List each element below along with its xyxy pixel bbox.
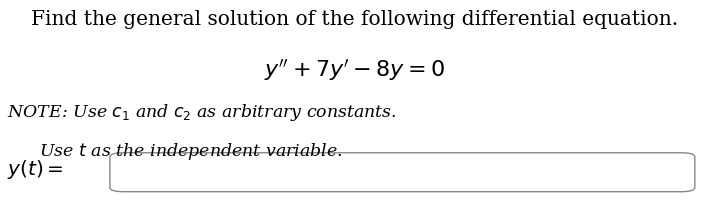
Text: Use $t$ as the independent variable.: Use $t$ as the independent variable. [39, 141, 342, 162]
Text: NOTE: Use $c_1$ and $c_2$ as arbitrary constants.: NOTE: Use $c_1$ and $c_2$ as arbitrary c… [7, 102, 397, 123]
FancyBboxPatch shape [110, 153, 695, 192]
Text: $y(t) =$: $y(t) =$ [7, 157, 64, 180]
Text: $y'' + 7y' - 8y = 0$: $y'' + 7y' - 8y = 0$ [264, 57, 445, 82]
Text: Find the general solution of the following differential equation.: Find the general solution of the followi… [31, 10, 678, 29]
